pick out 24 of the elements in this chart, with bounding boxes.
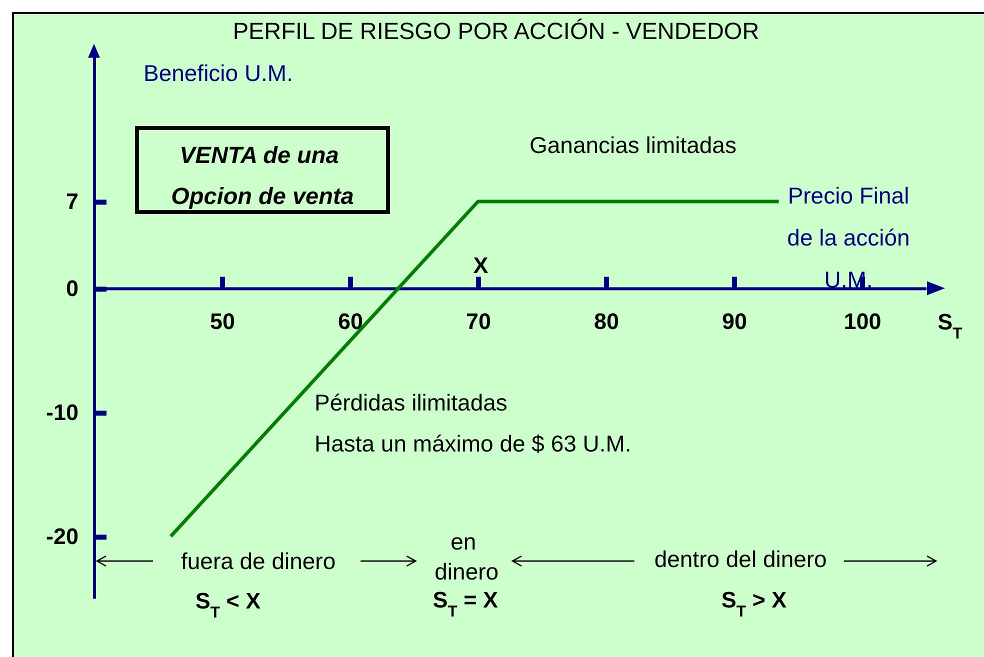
annotation: S$_{T}$ < X bbox=[195, 588, 261, 622]
annotation: VENTA de una Opcion de venta bbox=[171, 142, 354, 210]
annotation: X bbox=[473, 252, 488, 278]
annotation: S$_{T}$ = X bbox=[432, 587, 498, 620]
x-tick-label: 90 bbox=[722, 308, 748, 334]
annotation: Ganancias limitadas bbox=[530, 132, 736, 158]
x-tick-label: 100 bbox=[844, 308, 882, 334]
x-tick-label: 80 bbox=[594, 308, 620, 334]
y-axis-title: Beneficio U.M. bbox=[144, 60, 293, 86]
annotation: S$_{T}$ > X bbox=[721, 587, 787, 620]
y-tick-label: 7 bbox=[66, 189, 78, 214]
annotation: Pérdidas ilimitadas bbox=[314, 390, 508, 416]
text: S$_{T}$ bbox=[938, 310, 963, 342]
annotation: Hasta un máximo de $ 63 U.M. bbox=[314, 430, 632, 457]
y-tick-label: -10 bbox=[46, 400, 78, 425]
y-tick-label: -20 bbox=[46, 524, 78, 549]
x-tick-label: 60 bbox=[338, 308, 364, 334]
annotation: en dinero bbox=[434, 528, 499, 585]
x-tick-label: 50 bbox=[210, 308, 236, 334]
y-tick-label: 0 bbox=[66, 276, 78, 301]
chart-title: PERFIL DE RIESGO POR ACCIÓN - VENDEDOR bbox=[232, 18, 760, 44]
x-tick-label: 70 bbox=[466, 308, 492, 334]
annotation: fuera de dinero bbox=[180, 548, 336, 574]
annotation: dentro del dinero bbox=[654, 546, 827, 572]
